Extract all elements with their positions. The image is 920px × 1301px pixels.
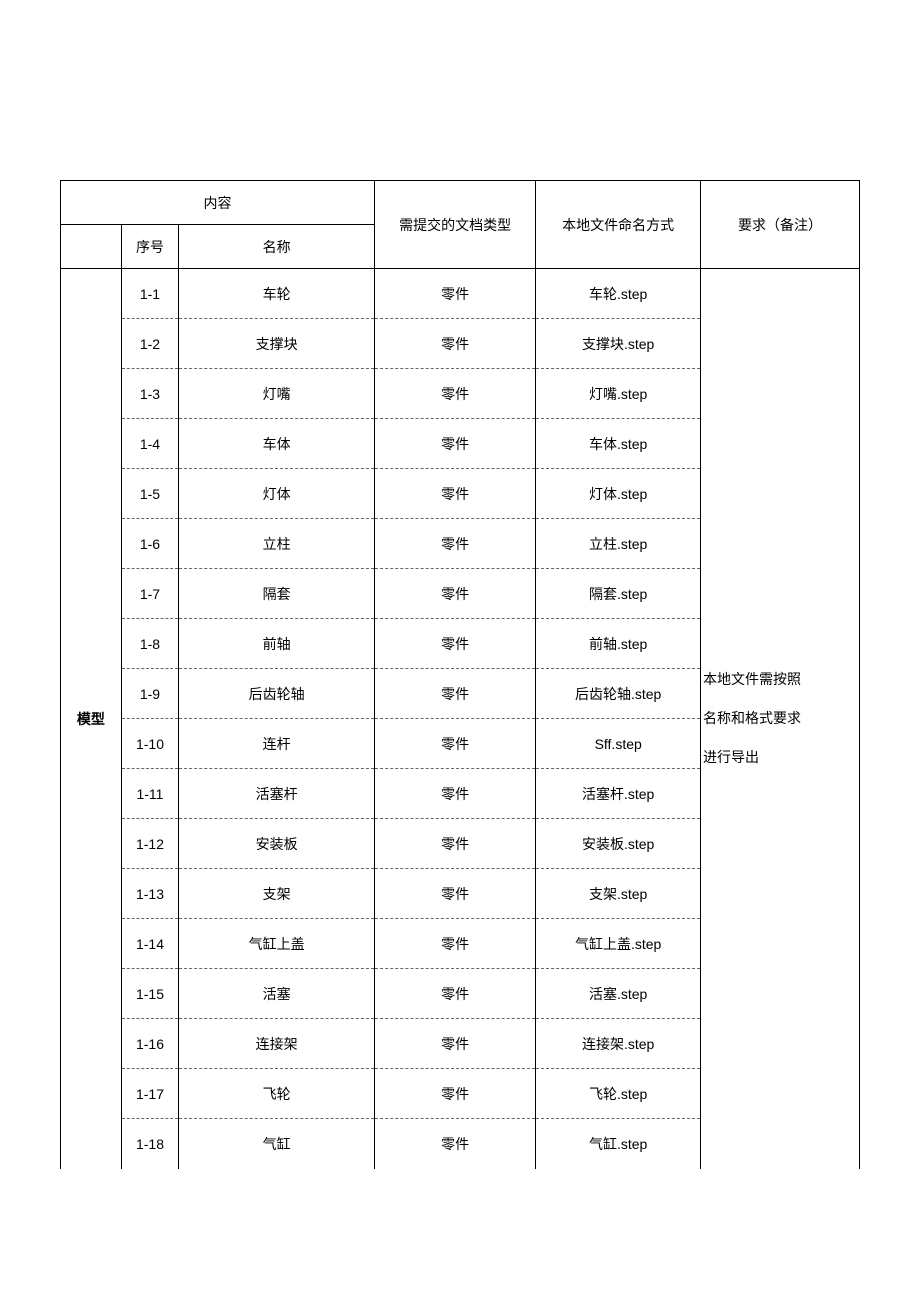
header-content: 内容: [61, 181, 375, 225]
header-blank: [61, 225, 122, 269]
name-cell: 飞轮: [179, 1069, 375, 1119]
filename-cell: 灯嘴.step: [536, 369, 701, 419]
name-cell: 活塞: [179, 969, 375, 1019]
doctype-cell: 零件: [374, 369, 535, 419]
filename-cell: 立柱.step: [536, 519, 701, 569]
seq-cell: 1-18: [121, 1119, 179, 1169]
header-name: 名称: [179, 225, 375, 269]
doctype-cell: 零件: [374, 469, 535, 519]
seq-cell: 1-16: [121, 1019, 179, 1069]
name-cell: 安装板: [179, 819, 375, 869]
doctype-cell: 零件: [374, 319, 535, 369]
name-cell: 车体: [179, 419, 375, 469]
filename-cell: 气缸上盖.step: [536, 919, 701, 969]
doctype-cell: 零件: [374, 1119, 535, 1169]
filename-cell: 安装板.step: [536, 819, 701, 869]
filename-cell: 前轴.step: [536, 619, 701, 669]
seq-cell: 1-5: [121, 469, 179, 519]
name-cell: 隔套: [179, 569, 375, 619]
filename-cell: 支架.step: [536, 869, 701, 919]
seq-cell: 1-13: [121, 869, 179, 919]
name-cell: 车轮: [179, 269, 375, 319]
filename-cell: 飞轮.step: [536, 1069, 701, 1119]
doctype-cell: 零件: [374, 519, 535, 569]
header-doctype: 需提交的文档类型: [374, 181, 535, 269]
filename-cell: 支撑块.step: [536, 319, 701, 369]
name-cell: 支撑块: [179, 319, 375, 369]
doctype-cell: 零件: [374, 419, 535, 469]
doctype-cell: 零件: [374, 669, 535, 719]
doctype-cell: 零件: [374, 769, 535, 819]
header-filenaming: 本地文件命名方式: [536, 181, 701, 269]
doctype-cell: 零件: [374, 969, 535, 1019]
seq-cell: 1-14: [121, 919, 179, 969]
name-cell: 活塞杆: [179, 769, 375, 819]
doctype-cell: 零件: [374, 1019, 535, 1069]
remark-cell: 本地文件需按照 名称和格式要求 进行导出: [700, 269, 859, 1169]
table-header: 内容 需提交的文档类型 本地文件命名方式 要求（备注） 序号 名称: [61, 181, 860, 269]
seq-cell: 1-8: [121, 619, 179, 669]
parts-table: 内容 需提交的文档类型 本地文件命名方式 要求（备注） 序号 名称 模型1-1车…: [60, 180, 860, 1169]
seq-cell: 1-2: [121, 319, 179, 369]
filename-cell: 后齿轮轴.step: [536, 669, 701, 719]
name-cell: 前轴: [179, 619, 375, 669]
doctype-cell: 零件: [374, 719, 535, 769]
filename-cell: Sff.step: [536, 719, 701, 769]
seq-cell: 1-11: [121, 769, 179, 819]
seq-cell: 1-9: [121, 669, 179, 719]
name-cell: 立柱: [179, 519, 375, 569]
header-remark: 要求（备注）: [700, 181, 859, 269]
seq-cell: 1-6: [121, 519, 179, 569]
doctype-cell: 零件: [374, 819, 535, 869]
filename-cell: 连接架.step: [536, 1019, 701, 1069]
filename-cell: 车体.step: [536, 419, 701, 469]
header-seq: 序号: [121, 225, 179, 269]
seq-cell: 1-17: [121, 1069, 179, 1119]
filename-cell: 活塞.step: [536, 969, 701, 1019]
name-cell: 后齿轮轴: [179, 669, 375, 719]
doctype-cell: 零件: [374, 569, 535, 619]
table-row: 模型1-1车轮零件车轮.step本地文件需按照 名称和格式要求 进行导出: [61, 269, 860, 319]
doctype-cell: 零件: [374, 919, 535, 969]
filename-cell: 车轮.step: [536, 269, 701, 319]
filename-cell: 隔套.step: [536, 569, 701, 619]
table-body: 模型1-1车轮零件车轮.step本地文件需按照 名称和格式要求 进行导出1-2支…: [61, 269, 860, 1169]
name-cell: 支架: [179, 869, 375, 919]
seq-cell: 1-15: [121, 969, 179, 1019]
category-cell: 模型: [61, 269, 122, 1169]
name-cell: 灯体: [179, 469, 375, 519]
seq-cell: 1-4: [121, 419, 179, 469]
seq-cell: 1-7: [121, 569, 179, 619]
document-table-container: 内容 需提交的文档类型 本地文件命名方式 要求（备注） 序号 名称 模型1-1车…: [60, 180, 860, 1169]
seq-cell: 1-1: [121, 269, 179, 319]
name-cell: 灯嘴: [179, 369, 375, 419]
filename-cell: 气缸.step: [536, 1119, 701, 1169]
seq-cell: 1-10: [121, 719, 179, 769]
name-cell: 气缸上盖: [179, 919, 375, 969]
doctype-cell: 零件: [374, 269, 535, 319]
name-cell: 连杆: [179, 719, 375, 769]
seq-cell: 1-12: [121, 819, 179, 869]
doctype-cell: 零件: [374, 1069, 535, 1119]
name-cell: 气缸: [179, 1119, 375, 1169]
doctype-cell: 零件: [374, 619, 535, 669]
filename-cell: 活塞杆.step: [536, 769, 701, 819]
filename-cell: 灯体.step: [536, 469, 701, 519]
name-cell: 连接架: [179, 1019, 375, 1069]
doctype-cell: 零件: [374, 869, 535, 919]
seq-cell: 1-3: [121, 369, 179, 419]
